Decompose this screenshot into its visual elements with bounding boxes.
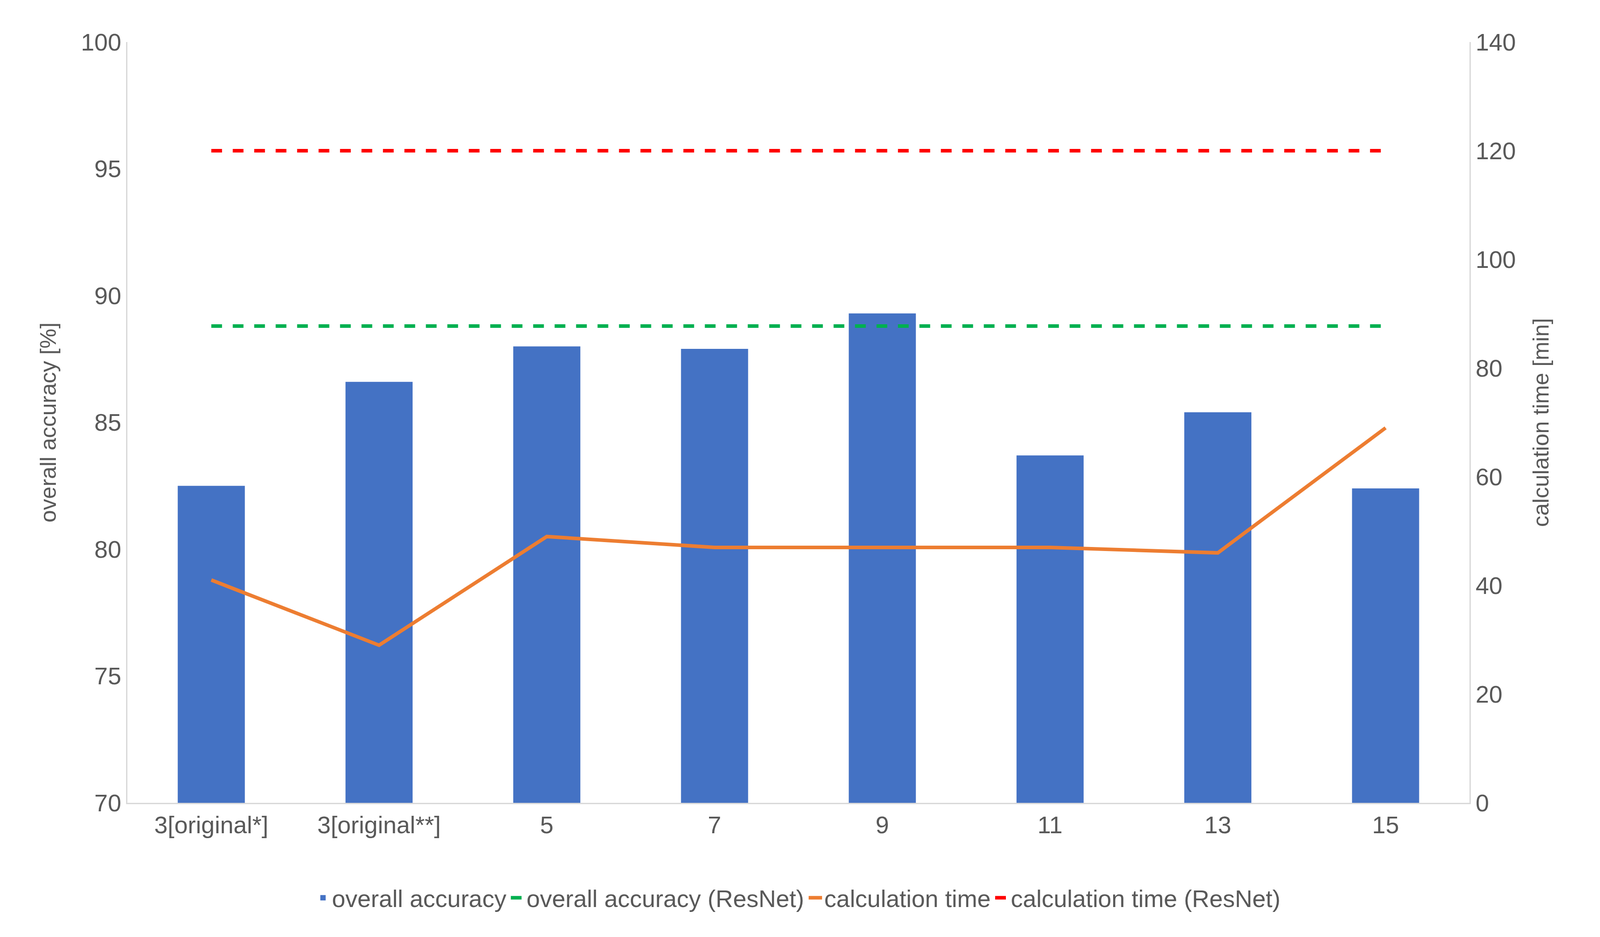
svg-text:9: 9 xyxy=(875,810,890,838)
svg-text:100: 100 xyxy=(80,28,122,56)
svg-text:3[original*]: 3[original*] xyxy=(154,810,269,838)
svg-text:calculation time: calculation time xyxy=(824,884,991,912)
svg-text:90: 90 xyxy=(94,282,122,309)
svg-text:7: 7 xyxy=(707,810,722,838)
svg-text:80: 80 xyxy=(1475,354,1503,382)
svg-text:100: 100 xyxy=(1475,245,1516,273)
svg-text:3[original**]: 3[original**] xyxy=(317,810,441,838)
svg-text:140: 140 xyxy=(1475,28,1516,56)
svg-text:overall accuracy (ResNet): overall accuracy (ResNet) xyxy=(526,884,805,912)
svg-text:40: 40 xyxy=(1475,571,1503,599)
svg-text:20: 20 xyxy=(1475,680,1503,708)
svg-text:120: 120 xyxy=(1475,137,1516,165)
svg-text:70: 70 xyxy=(94,789,122,816)
svg-text:85: 85 xyxy=(94,408,122,436)
svg-text:calculation time [min]: calculation time [min] xyxy=(1528,317,1554,527)
svg-text:60: 60 xyxy=(1475,463,1503,490)
svg-text:5: 5 xyxy=(540,810,554,838)
svg-text:95: 95 xyxy=(94,155,122,182)
svg-text:calculation time (ResNet): calculation time (ResNet) xyxy=(1010,884,1281,912)
svg-text:75: 75 xyxy=(94,662,122,689)
svg-text:15: 15 xyxy=(1372,810,1399,838)
svg-text:11: 11 xyxy=(1037,810,1063,838)
svg-text:80: 80 xyxy=(94,535,122,563)
svg-text:13: 13 xyxy=(1204,810,1232,838)
svg-text:0: 0 xyxy=(1475,789,1490,816)
svg-text:overall accuracy [%]: overall accuracy [%] xyxy=(35,322,61,523)
svg-text:overall accuracy: overall accuracy xyxy=(332,884,507,912)
